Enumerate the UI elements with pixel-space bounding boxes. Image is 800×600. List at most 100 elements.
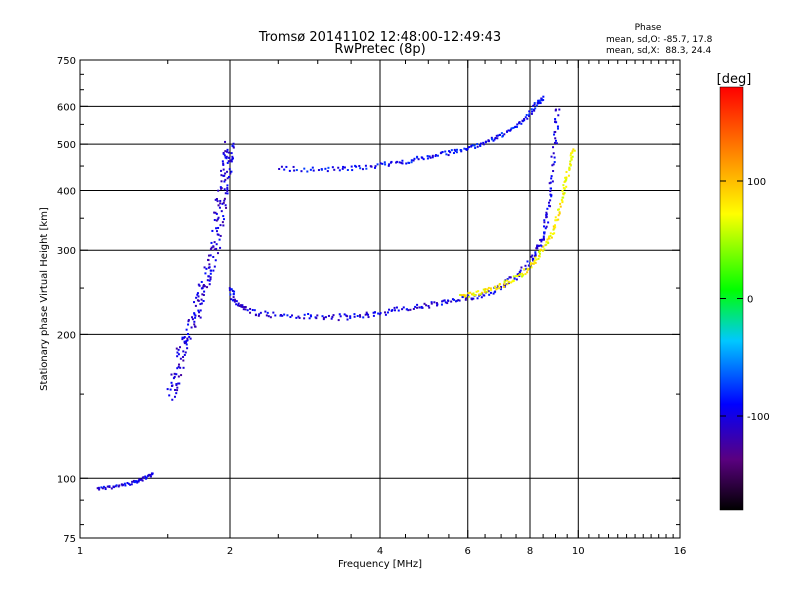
data-point	[532, 104, 535, 107]
data-point	[562, 184, 565, 187]
data-point	[457, 299, 460, 302]
data-point	[528, 114, 531, 117]
data-point	[522, 273, 525, 276]
data-point	[244, 306, 247, 309]
data-point	[553, 133, 556, 136]
data-point	[506, 278, 509, 281]
data-point	[494, 136, 497, 139]
data-point	[551, 164, 554, 167]
data-point	[454, 150, 457, 153]
data-point	[370, 165, 373, 168]
data-point	[507, 280, 510, 283]
data-point	[422, 158, 425, 161]
data-point	[343, 166, 346, 169]
data-point	[536, 244, 539, 247]
data-point	[514, 125, 517, 128]
data-point	[224, 172, 227, 175]
y-tick-label: 600	[57, 102, 76, 113]
data-point	[386, 311, 389, 314]
data-point	[216, 252, 219, 255]
data-point	[170, 373, 173, 376]
data-point	[482, 294, 485, 297]
data-point	[483, 290, 486, 293]
data-point	[444, 150, 447, 153]
data-point	[202, 294, 205, 297]
data-point	[443, 299, 446, 302]
data-point	[516, 273, 519, 276]
x-tick-label: 16	[674, 546, 687, 557]
data-point	[550, 177, 553, 180]
data-point	[558, 108, 561, 111]
data-point	[118, 484, 121, 487]
data-point	[353, 315, 356, 318]
data-point	[545, 240, 548, 243]
data-point	[431, 154, 434, 157]
data-point	[110, 487, 113, 490]
data-point	[230, 288, 233, 291]
data-point	[176, 355, 179, 358]
data-point	[253, 309, 256, 312]
data-point	[197, 309, 200, 312]
data-point	[565, 185, 568, 188]
data-point	[202, 300, 205, 302]
data-point	[199, 303, 202, 306]
data-point	[225, 155, 228, 158]
data-point	[308, 317, 311, 320]
data-point	[554, 137, 557, 140]
data-point	[532, 262, 535, 265]
data-point	[554, 219, 557, 222]
data-point	[535, 104, 538, 107]
data-point	[525, 114, 528, 117]
data-point	[552, 170, 555, 173]
data-point	[395, 306, 398, 309]
data-point	[528, 264, 531, 267]
data-point	[327, 166, 330, 169]
x-tick-label: 8	[527, 546, 533, 557]
data-point	[518, 271, 521, 274]
data-point	[546, 238, 549, 241]
data-point	[542, 238, 545, 241]
data-point	[471, 144, 474, 147]
data-point	[571, 151, 574, 154]
data-point	[341, 167, 344, 170]
data-point	[206, 286, 209, 289]
data-point	[498, 287, 501, 290]
data-point	[479, 142, 482, 145]
data-point	[106, 485, 109, 488]
data-point	[520, 266, 523, 269]
data-point	[530, 108, 533, 111]
data-point	[426, 155, 429, 158]
data-point	[96, 487, 99, 490]
data-point	[346, 318, 349, 321]
data-point	[343, 313, 346, 316]
data-point	[460, 149, 463, 152]
y-tick-label: 500	[57, 140, 76, 151]
data-point	[448, 150, 451, 153]
data-point	[198, 311, 201, 314]
data-point	[171, 398, 174, 401]
data-point	[528, 113, 531, 116]
data-point	[331, 166, 334, 169]
data-point	[549, 187, 552, 190]
phase-stats-o: mean, sd,O: -85.7, 17.8	[606, 35, 713, 45]
data-point	[538, 244, 541, 247]
data-point	[534, 107, 537, 110]
data-point	[327, 314, 330, 317]
data-point	[257, 314, 260, 317]
data-point	[219, 186, 222, 189]
data-point	[555, 142, 558, 145]
data-point	[568, 168, 571, 171]
data-point	[489, 287, 492, 290]
data-point	[521, 272, 524, 275]
data-point	[482, 143, 485, 146]
data-point	[358, 164, 361, 167]
data-point	[249, 307, 252, 310]
x-tick-label: 4	[377, 546, 383, 557]
data-point	[222, 224, 225, 227]
data-point	[521, 119, 524, 122]
data-point	[267, 315, 270, 318]
data-point	[269, 316, 272, 319]
data-point	[372, 311, 375, 314]
data-point	[430, 301, 433, 304]
data-point	[564, 176, 567, 179]
